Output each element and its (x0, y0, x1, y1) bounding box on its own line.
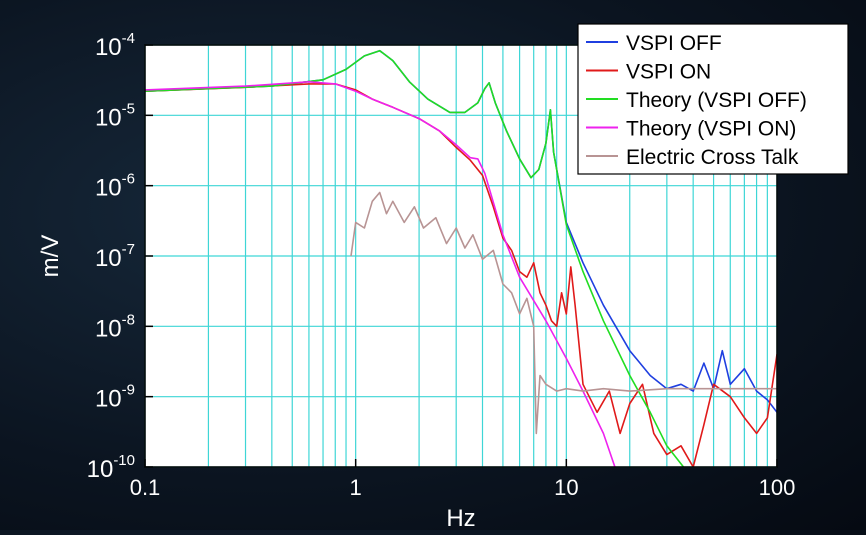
x-tick-label: 1 (350, 475, 362, 500)
series-line-3 (145, 49, 685, 467)
y-tick-label: 10-4 (95, 30, 135, 61)
legend-label-5: Electric Cross Talk (626, 146, 799, 169)
x-axis-label: Hz (446, 505, 475, 530)
y-tick-label: 10-8 (95, 311, 135, 342)
ticks: 0.1 1 10 100 10-4 10-5 10-6 10-7 10-8 10-9 10-10 (87, 30, 796, 500)
legend-label-3: Theory (VSPI OFF) (626, 89, 807, 112)
series-layer (145, 49, 777, 467)
x-tick-label: 100 (759, 475, 796, 500)
x-tick-label: 0.1 (130, 475, 161, 500)
y-axis-label: m/V (37, 235, 64, 278)
y-tick-label: 10-9 (95, 382, 135, 413)
y-tick-label: 10-6 (95, 171, 135, 202)
y-tick-label: 10-5 (95, 100, 135, 131)
legend-label-1: VSPI OFF (626, 32, 722, 55)
y-tick-label: 10-7 (95, 241, 135, 272)
y-tick-label: 10-10 (87, 452, 135, 483)
series-line-4 (145, 81, 616, 467)
legend-label-4: Theory (VSPI ON) (626, 118, 796, 141)
legend-label-2: VSPI ON (626, 61, 711, 84)
series-line-5 (350, 191, 777, 435)
x-tick-label: 10 (554, 475, 578, 500)
legend-box (577, 23, 849, 175)
legend: VSPI OFF VSPI ON Theory (VSPI OFF) Theory (… (577, 23, 849, 175)
